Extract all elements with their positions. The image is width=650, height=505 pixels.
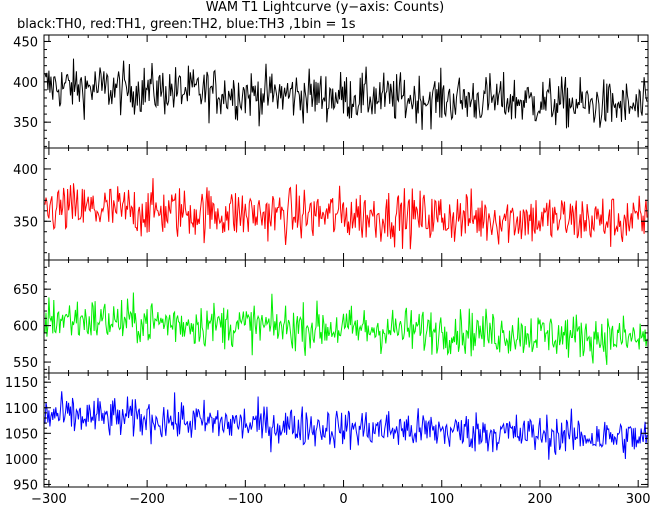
panel-frame-4 (43, 372, 649, 488)
y-tick-label: 450 (13, 35, 38, 50)
x-tick-label: 200 (528, 492, 553, 505)
y-tick-label: 650 (13, 283, 38, 298)
y-tick-label: 600 (13, 320, 38, 335)
chart-title: WAM T1 Lightcurve (y−axis: Counts) (205, 0, 445, 15)
y-tick-label: 350 (13, 116, 38, 131)
y-tick-label: 1050 (5, 427, 38, 442)
series-line-th2 (44, 292, 648, 365)
y-tick-label: 400 (13, 76, 38, 91)
series-line-th3 (44, 391, 648, 460)
y-tick-label: 350 (13, 215, 38, 230)
y-tick-label: 950 (13, 478, 38, 493)
x-tick-label: 100 (429, 492, 454, 505)
y-tick-label: 1100 (5, 402, 38, 417)
x-tick-label: −100 (227, 492, 263, 505)
x-tick-label: −200 (129, 492, 165, 505)
y-tick-label: 400 (13, 163, 38, 178)
chart-subtitle: black:TH0, red:TH1, green:TH2, blue:TH3 … (17, 17, 356, 32)
series-line-th1 (44, 178, 648, 250)
x-tick-label: −300 (31, 492, 67, 505)
y-tick-label: 550 (13, 356, 38, 371)
x-tick-label: 300 (626, 492, 650, 505)
x-tick-label: 0 (339, 492, 347, 505)
y-tick-label: 1000 (5, 453, 38, 468)
y-tick-label: 1150 (5, 376, 38, 391)
series-line-th0 (44, 58, 648, 130)
